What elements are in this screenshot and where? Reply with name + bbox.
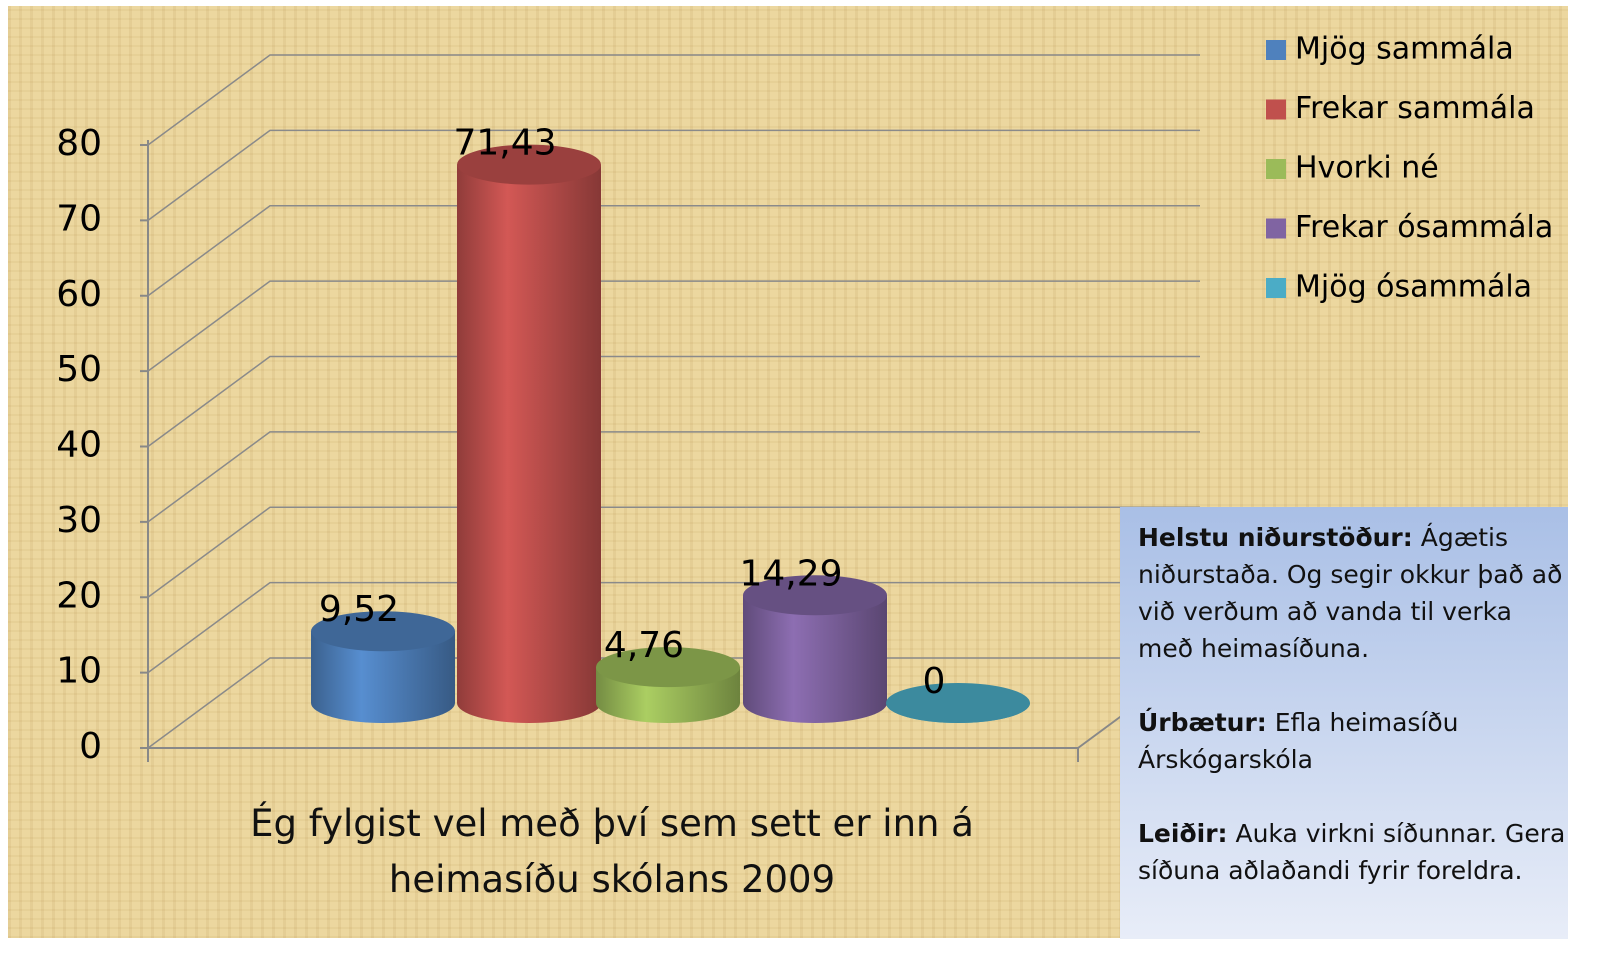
cylinder <box>596 647 740 723</box>
note-heading: Úrbætur: <box>1138 708 1267 737</box>
y-tick-label: 10 <box>56 651 102 692</box>
cylinder-body <box>743 595 887 723</box>
legend-swatch <box>1266 40 1286 60</box>
legend-label: Mjög ósammála <box>1295 270 1532 305</box>
x-axis-title: Ég fylgist vel með því sem sett er inn á… <box>250 802 974 901</box>
cylinder-top <box>457 144 601 185</box>
cylinder <box>886 683 1030 723</box>
note-text: Auka virkni síðunnar. Gera síðuna aðlaða… <box>1138 819 1566 885</box>
grid-line <box>147 657 1200 749</box>
legend-swatch <box>1266 99 1286 120</box>
grid-line <box>147 54 1200 146</box>
legend-label: Mjög sammála <box>1295 32 1514 67</box>
grid-line <box>147 431 1200 523</box>
y-tick-label: 60 <box>56 274 102 315</box>
legend-label: Hvorki né <box>1295 151 1439 186</box>
note-text: Efla heimasíðu Árskógarskóla <box>1138 708 1459 774</box>
legend-label: Frekar sammála <box>1295 91 1535 126</box>
data-label: 4,76 <box>604 625 684 666</box>
note-text: Ágætis niðurstaða. Og segir okkur það að… <box>1138 523 1563 663</box>
legend-swatch <box>1266 159 1286 179</box>
grid-line <box>147 581 1200 674</box>
grid-line <box>147 506 1200 598</box>
y-tick-label: 70 <box>56 198 102 239</box>
y-tick-label: 40 <box>56 425 102 466</box>
legend-swatch <box>1266 218 1286 239</box>
cylinder <box>743 575 887 723</box>
cylinder-top <box>596 647 740 688</box>
text-box: Helstu niðurstöður: Ágætis niðurstaða. O… <box>1120 507 1568 939</box>
cylinder <box>457 144 601 723</box>
y-tick-label: 50 <box>56 349 102 390</box>
grid-line <box>147 355 1200 448</box>
note-paragraph: Leiðir: Auka virkni síðunnar. Gera síðun… <box>1138 815 1568 889</box>
cylinder-top <box>886 683 1030 723</box>
data-label: 0 <box>923 661 946 702</box>
cylinder <box>311 611 455 723</box>
cylinder-top <box>743 575 887 616</box>
grid-line <box>147 280 1200 372</box>
data-label: 71,43 <box>453 123 556 164</box>
background <box>8 6 1568 938</box>
y-tick-label: 30 <box>56 500 102 541</box>
cylinder-body <box>311 631 455 723</box>
legend-swatch <box>1266 278 1286 298</box>
note-heading: Leiðir: <box>1138 819 1228 848</box>
note-heading: Helstu niðurstöður: <box>1138 523 1413 552</box>
data-label: 14,29 <box>739 553 842 594</box>
note-paragraph: Helstu niðurstöður: Ágætis niðurstaða. O… <box>1138 519 1568 667</box>
y-tick-label: 0 <box>79 726 102 767</box>
data-label: 9,52 <box>319 589 399 630</box>
legend-label: Frekar ósammála <box>1295 210 1553 245</box>
grid-line <box>147 129 1200 221</box>
y-tick-label: 20 <box>56 575 102 616</box>
cylinder-body <box>457 164 601 723</box>
grid-line <box>147 205 1200 297</box>
y-tick-label: 80 <box>56 123 102 164</box>
note-paragraph: Úrbætur: Efla heimasíðu Árskógarskóla <box>1138 704 1568 778</box>
cylinder-top <box>311 611 455 652</box>
